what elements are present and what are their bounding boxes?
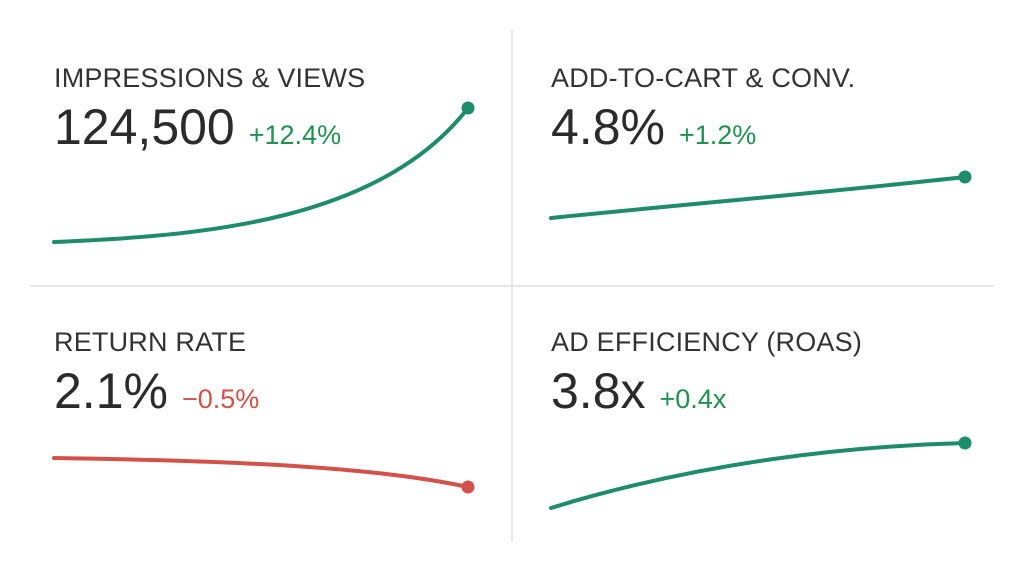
sparkline-dot	[461, 480, 475, 494]
sparkline-dot	[958, 436, 972, 450]
kpi-card: AD EFFICIENCY (ROAS) 3.8x +0.4x	[551, 327, 991, 420]
kpi-title: IMPRESSIONS & VIEWS	[54, 63, 366, 93]
kpi-row: 4.8% +1.2%	[551, 98, 991, 156]
kpi-delta: +1.2%	[678, 120, 757, 150]
sparkline	[549, 441, 967, 510]
kpi-row: 3.8x +0.4x	[551, 362, 991, 420]
kpi-value: 124,500	[54, 99, 235, 155]
sparkline	[52, 456, 470, 489]
kpi-value: 3.8x	[551, 363, 646, 419]
kpi-title: AD EFFICIENCY (ROAS)	[551, 327, 863, 357]
kpi-value: 2.1%	[54, 363, 168, 419]
kpi-row: 124,500 +12.4%	[54, 98, 494, 156]
kpi-title: RETURN RATE	[54, 327, 247, 357]
kpi-card: ADD-TO-CART & CONV. 4.8% +1.2%	[551, 63, 991, 156]
kpi-title: ADD-TO-CART & CONV.	[551, 63, 856, 93]
kpi-value: 4.8%	[551, 99, 665, 155]
kpi-card: IMPRESSIONS & VIEWS 124,500 +12.4%	[54, 63, 494, 156]
sparkline-dot	[461, 101, 475, 115]
kpi-card: RETURN RATE 2.1% −0.5%	[54, 327, 494, 420]
kpi-delta: +12.4%	[248, 120, 342, 150]
sparkline-dot	[958, 170, 972, 184]
sparkline	[549, 175, 967, 220]
kpi-delta: +0.4x	[659, 384, 727, 414]
kpi-delta: −0.5%	[181, 384, 260, 414]
sparkline	[52, 106, 470, 244]
kpi-row: 2.1% −0.5%	[54, 362, 494, 420]
